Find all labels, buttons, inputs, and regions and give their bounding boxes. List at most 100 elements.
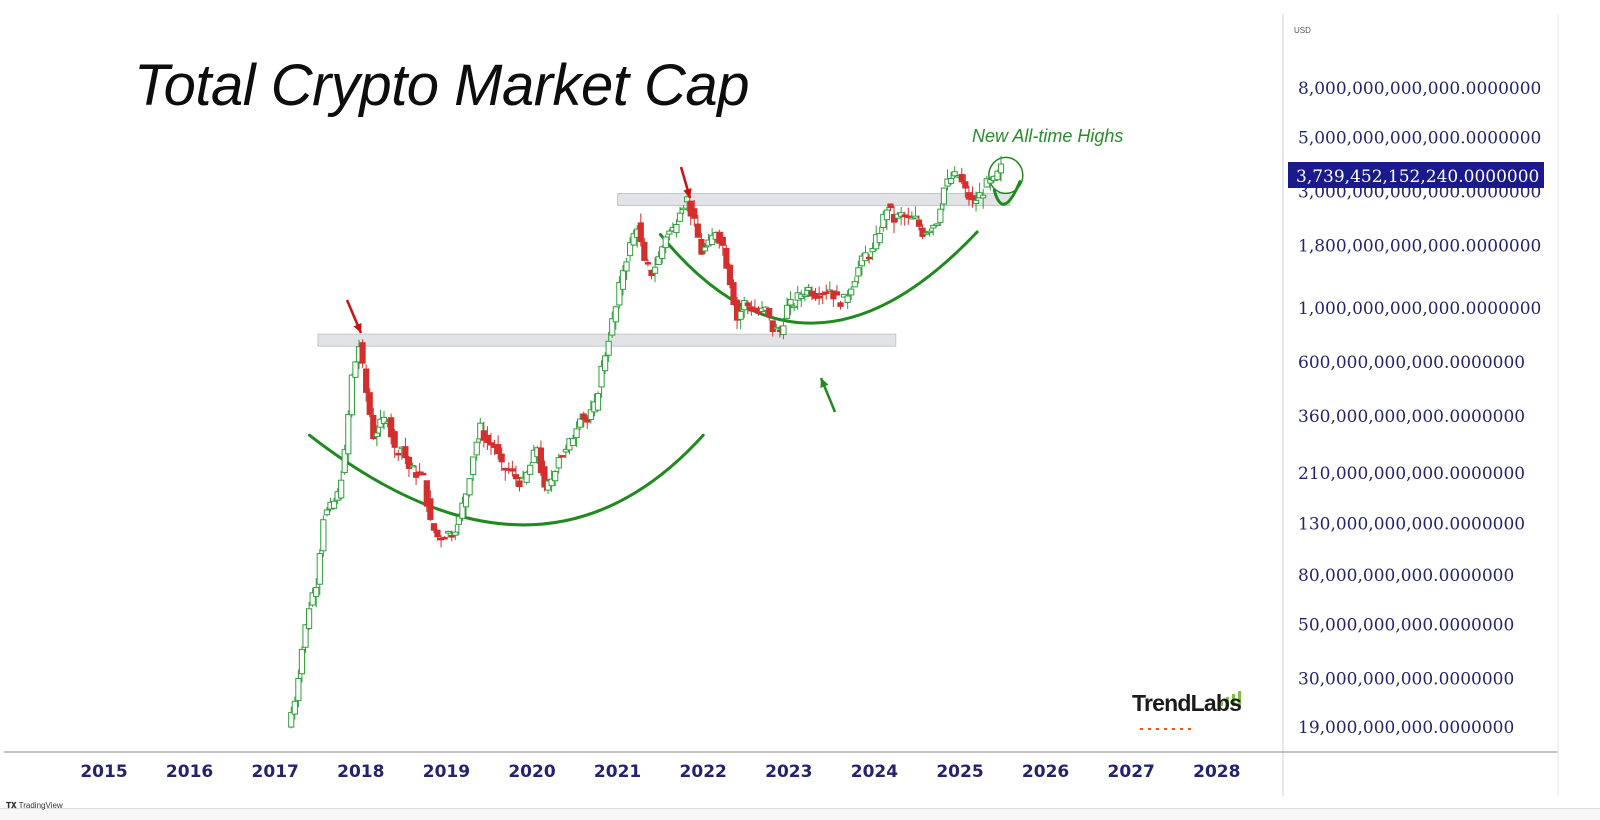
cup-arcs <box>307 156 1024 527</box>
candle-up <box>320 519 327 552</box>
candle-down <box>816 295 823 299</box>
candle-up <box>452 531 459 536</box>
candle-up <box>876 233 883 244</box>
candle-down <box>744 302 751 307</box>
candle-up <box>666 230 673 235</box>
time-axis-labels: 2015 2016 2017 2018 2019 2020 2021 2022 2023 2024… <box>80 762 1240 782</box>
candle-down <box>723 247 730 269</box>
candle-up <box>352 361 359 378</box>
candle-down <box>733 299 741 321</box>
candle-down <box>423 480 430 507</box>
candle-down <box>691 208 698 219</box>
candle-down <box>441 537 448 540</box>
candle-up <box>462 493 470 508</box>
candle-up <box>309 592 316 606</box>
candle-down <box>766 307 773 317</box>
resistance-zones <box>317 192 1011 347</box>
tradingview-label: TradingView <box>18 801 63 810</box>
candle-up <box>470 456 477 476</box>
candle-down <box>412 472 420 478</box>
candle-up <box>662 236 669 249</box>
candle-down <box>495 444 502 455</box>
candle-up <box>573 428 580 439</box>
candle-down <box>363 368 370 393</box>
year-tick-label: 2021 <box>594 762 641 782</box>
candle-down <box>644 262 652 265</box>
candle-up <box>305 608 313 630</box>
candle-up <box>552 471 559 482</box>
price-tick-label: 19,000,000,000.0000000 <box>1298 718 1514 738</box>
green-arrow-icon <box>820 378 829 388</box>
candle-up <box>912 215 919 219</box>
candle-up <box>523 471 530 483</box>
candle-up <box>773 326 780 330</box>
candle-up <box>609 318 616 336</box>
resistance-zone <box>617 192 1011 206</box>
year-tick-label: 2022 <box>680 762 727 782</box>
candle-up <box>445 530 452 534</box>
candle-up <box>295 677 302 702</box>
candle-up <box>409 464 416 468</box>
candle-down <box>637 222 644 243</box>
year-tick-label: 2015 <box>80 762 127 782</box>
candle-up <box>947 177 955 184</box>
candle-up <box>855 267 862 277</box>
last-price-badge-bg <box>1288 162 1544 188</box>
candle-down <box>559 455 566 458</box>
candle-down <box>537 447 545 474</box>
candle-up <box>587 409 594 421</box>
candle-down <box>905 215 912 218</box>
candle-up <box>348 374 355 416</box>
candle-down <box>958 174 965 183</box>
candle-up <box>577 418 584 428</box>
candle-up <box>680 207 687 211</box>
ath-annotation: New All-time Highs <box>972 126 1124 146</box>
candle-up <box>937 208 944 223</box>
candle-up <box>630 233 637 246</box>
candle-up <box>684 196 691 203</box>
candle-up <box>323 509 331 516</box>
candle-up <box>612 306 619 323</box>
candle-up <box>302 624 309 648</box>
last-price-label: 3,739,452,152,240.0000000 <box>1296 167 1539 187</box>
candle-up <box>655 256 662 266</box>
candle-down <box>448 534 455 538</box>
candle-up <box>473 441 480 456</box>
candle-down <box>509 468 516 472</box>
candle-up <box>313 587 320 597</box>
candle-up <box>851 281 858 288</box>
candle-up <box>619 270 627 290</box>
candle-down <box>484 434 491 444</box>
candle-down <box>837 302 844 307</box>
year-tick-label: 2028 <box>1193 762 1240 782</box>
footer-bar <box>0 808 1600 820</box>
chart-title: Total Crypto Market Cap <box>134 53 749 118</box>
last-price-badge: 3,739,452,152,240.0000000 <box>1288 162 1544 188</box>
candle-down <box>395 452 402 456</box>
candle-up <box>930 224 937 229</box>
year-tick-label: 2023 <box>765 762 812 782</box>
price-tick-label: 210,000,000,000.0000000 <box>1298 464 1525 484</box>
candle-up <box>997 163 1005 174</box>
candle-up <box>923 232 930 235</box>
candle-up <box>527 464 534 475</box>
year-tick-label: 2025 <box>936 762 983 782</box>
annotation-arrows <box>345 166 837 413</box>
candlesticks <box>288 155 1005 729</box>
red-arrow-icon <box>683 188 692 198</box>
candle-down <box>391 431 398 448</box>
candle-up <box>987 179 994 184</box>
candle-up <box>980 194 987 199</box>
candle-down <box>969 195 976 201</box>
candle-up <box>659 246 666 259</box>
candle-down <box>420 472 427 476</box>
price-tick-label: 5,000,000,000,000.0000000 <box>1298 129 1541 149</box>
price-tick-label: 80,000,000,000.0000000 <box>1298 566 1514 586</box>
candle-down <box>427 498 434 520</box>
candle-up <box>341 449 348 473</box>
candle-up <box>869 248 876 253</box>
candle-up <box>787 298 794 306</box>
candle-up <box>994 170 1001 181</box>
candle-up <box>598 365 605 388</box>
